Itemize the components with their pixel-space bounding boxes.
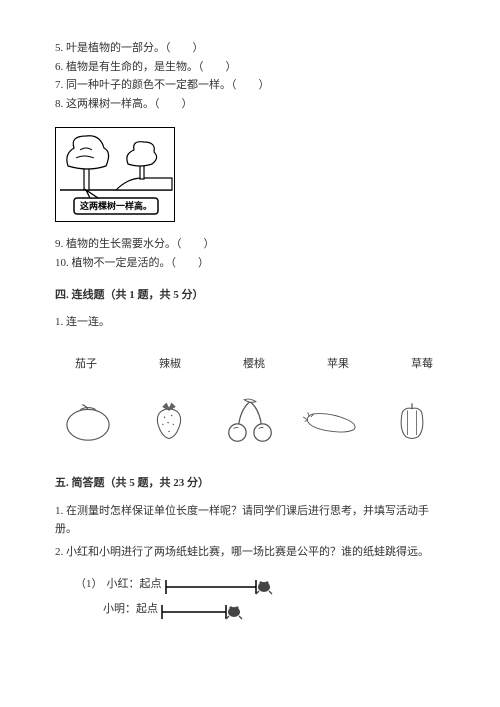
eggplant-icon [300,395,362,445]
question-10: 10. 植物不一定是活的。（ ） [55,255,445,273]
section-5-q2: 2. 小红和小明进行了两场纸蛙比赛，哪一场比赛是公平的？谁的纸蛙跳得远。 [55,544,445,562]
race-ming-label: 小明：起点 [103,601,158,619]
question-6: 6. 植物是有生命的，是生物。（ ） [55,59,445,77]
race-prefix: （1） [75,576,103,594]
question-8: 8. 这两棵树一样高。（ ） [55,96,445,114]
match-labels-row: 茄子 辣椒 樱桃 苹果 草莓 [55,356,445,374]
question-5: 5. 叶是植物的一部分。（ ） [55,40,445,58]
match-label: 樱桃 [243,356,265,374]
match-images-row [55,395,445,445]
question-9: 9. 植物的生长需要水分。（ ） [55,236,445,254]
section-5-q1: 1. 在测量时怎样保证单位长度一样呢？请同学们课后进行思考，并填写活动手册。 [55,503,445,538]
match-label: 辣椒 [159,356,181,374]
tree-illustration: 这两棵树一样高。 [55,127,175,222]
section-4-title: 四. 连线题（共 1 题，共 5 分） [55,287,445,305]
match-label: 苹果 [327,356,349,374]
cherry-icon [219,395,281,445]
question-7: 7. 同一种叶子的颜色不一定都一样。（ ） [55,77,445,95]
pepper-icon [381,395,443,445]
frog-race-diagram: （1） 小红：起点 小明：起点 [75,576,445,619]
tree-caption-text: 这两棵树一样高。 [80,200,152,211]
race-red-label: 小红：起点 [107,576,162,594]
match-label: 草莓 [411,356,433,374]
apple-icon [57,395,119,445]
match-label: 茄子 [75,356,97,374]
strawberry-icon [138,395,200,445]
section-5-title: 五. 简答题（共 5 题，共 23 分） [55,475,445,493]
section-4-sub: 1. 连一连。 [55,314,445,332]
